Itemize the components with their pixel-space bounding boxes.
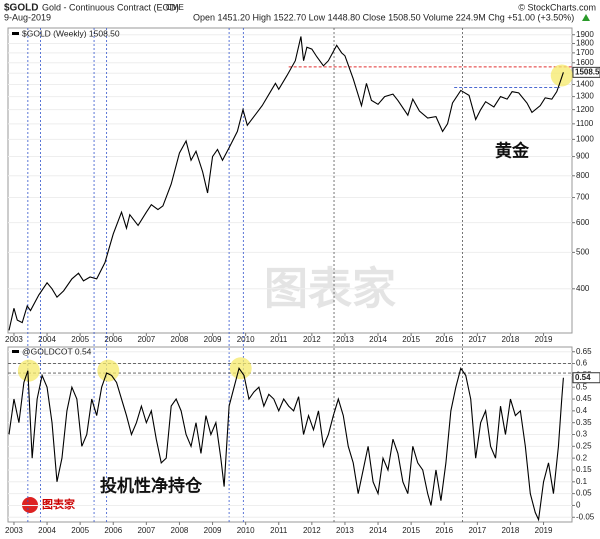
y-tick-label: 1700 — [576, 48, 594, 57]
x-tick-label: 2003 — [5, 526, 23, 535]
x-tick-label: 2009 — [204, 526, 222, 535]
exchange: CME — [166, 3, 184, 12]
last-value-label: 0.54 — [575, 373, 591, 382]
x-tick-label: 2010 — [237, 526, 255, 535]
y-tick-label: 0.65 — [576, 347, 592, 356]
y-tick-label: 700 — [576, 193, 590, 202]
y-tick-label: 1800 — [576, 39, 594, 48]
x-tick-label: 2011 — [270, 335, 288, 344]
y-tick-label: 1600 — [576, 58, 594, 67]
y-tick-label: 0.45 — [576, 394, 592, 403]
x-tick-label: 2016 — [435, 526, 453, 535]
last-value-box — [572, 372, 600, 384]
y-tick-label: 1300 — [576, 92, 594, 101]
x-tick-label: 2009 — [204, 335, 222, 344]
y-tick-label: 0.5 — [576, 382, 588, 391]
x-tick-label: 2013 — [336, 335, 354, 344]
y-tick-label: 0 — [576, 501, 581, 510]
legend-entry: $GOLD (Weekly) 1508.50 — [22, 28, 120, 38]
x-tick-label: 2007 — [137, 335, 155, 344]
legend-entry: @GOLDCOT 0.54 — [22, 346, 92, 356]
x-tick-label: 2015 — [402, 335, 420, 344]
y-tick-label: 1900 — [576, 30, 594, 39]
x-tick-label: 2011 — [270, 526, 288, 535]
y-tick-label: 800 — [576, 171, 590, 180]
x-tick-label: 2006 — [104, 526, 122, 535]
x-tick-label: 2010 — [237, 335, 255, 344]
source: © StockCharts.com — [518, 2, 596, 12]
x-tick-label: 2004 — [38, 526, 56, 535]
y-tick-label: 0.15 — [576, 465, 592, 474]
x-tick-label: 2004 — [38, 335, 56, 344]
annotation: 投机性净持仓 — [100, 475, 203, 495]
logo: 图表家 — [42, 497, 76, 511]
y-tick-label: 1200 — [576, 105, 594, 114]
y-tick-label: 600 — [576, 218, 590, 227]
y-tick-label: 0.6 — [576, 359, 588, 368]
highlight — [229, 357, 252, 380]
x-tick-label: 2005 — [71, 526, 89, 535]
highlight — [550, 64, 573, 87]
x-tick-label: 2003 — [5, 335, 23, 344]
y-tick-label: 1000 — [576, 134, 594, 143]
y-tick-label: 1400 — [576, 80, 594, 89]
x-tick-label: 2014 — [369, 335, 387, 344]
x-tick-label: 2008 — [171, 335, 189, 344]
x-tick-label: 2019 — [535, 335, 553, 344]
y-tick-label: 0.3 — [576, 430, 588, 439]
x-tick-label: 2005 — [71, 335, 89, 344]
y-tick-label: 900 — [576, 152, 590, 161]
x-tick-label: 2017 — [468, 335, 486, 344]
y-tick-label: 400 — [576, 284, 590, 293]
x-tick-label: 2018 — [502, 526, 520, 535]
x-tick-label: 2017 — [468, 526, 486, 535]
y-tick-label: 0.2 — [576, 453, 588, 462]
x-tick-label: 2016 — [435, 335, 453, 344]
last-value-box — [572, 66, 600, 78]
quote: Open 1451.20 High 1522.70 Low 1448.80 Cl… — [193, 12, 574, 22]
highlight — [17, 359, 40, 382]
up-arrow — [582, 14, 590, 21]
x-tick-label: 2015 — [402, 526, 420, 535]
x-tick-label: 2013 — [336, 526, 354, 535]
x-tick-label: 2012 — [303, 526, 321, 535]
date: 9-Aug-2019 — [4, 12, 51, 22]
x-tick-label: 2008 — [171, 526, 189, 535]
x-tick-label: 2012 — [303, 335, 321, 344]
annotation: 黄金 — [495, 140, 530, 160]
x-tick-label: 2007 — [137, 526, 155, 535]
y-tick-label: 0.05 — [576, 489, 592, 498]
highlight — [97, 359, 120, 382]
y-tick-label: 0.25 — [576, 441, 592, 450]
data-line — [8, 366, 564, 522]
x-tick-label: 2014 — [369, 526, 387, 535]
y-tick-label: 0.4 — [576, 406, 588, 415]
legend-swatch — [12, 32, 19, 35]
y-tick-label: 0.1 — [576, 477, 588, 486]
x-tick-label: 2018 — [502, 335, 520, 344]
y-tick-label: 500 — [576, 248, 590, 257]
x-tick-label: 2006 — [104, 335, 122, 344]
price-panel — [7, 27, 573, 334]
symbol: $GOLD — [4, 3, 38, 14]
x-tick-label: 2019 — [535, 526, 553, 535]
legend-swatch — [12, 350, 19, 353]
last-value-label: 1508.5 — [575, 67, 600, 76]
y-tick-label: 1100 — [576, 119, 594, 128]
instrument-name: Gold - Continuous Contract (EOD) — [42, 2, 179, 12]
y-tick-label: -0.05 — [576, 512, 595, 521]
data-line — [8, 36, 564, 331]
y-tick-label: 0.35 — [576, 418, 592, 427]
